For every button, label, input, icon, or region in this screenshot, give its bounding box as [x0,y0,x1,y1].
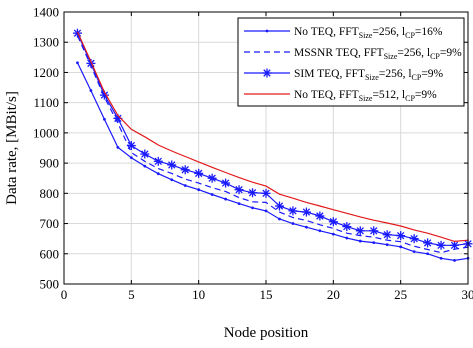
data-point-star [369,226,378,235]
data-point-star [356,226,365,235]
data-point [426,252,429,255]
data-point [238,202,241,205]
data-point-star [167,160,176,169]
data-point [386,243,389,246]
data-point [278,218,281,221]
legend: No TEQ, FFTSize=256, lCP=16%MSSNR TEQ, F… [238,18,464,106]
x-tick-label: 20 [327,287,340,302]
data-point [170,178,173,181]
data-point [305,226,308,229]
data-point [359,240,362,243]
y-tick-label: 1300 [33,35,59,50]
y-axis-label: Data rate, [MBit/s] [4,91,20,205]
data-point-star [288,206,297,215]
data-point-star [315,212,324,221]
data-point [211,193,214,196]
data-point-star [127,141,136,150]
data-point [413,250,416,253]
data-point [440,257,443,260]
x-axis-label: Node position [224,325,309,341]
data-point-star [181,165,190,174]
data-point [345,237,348,240]
y-tick-label: 600 [40,246,60,261]
data-point [130,156,133,159]
data-point [453,259,456,262]
data-point [116,146,119,149]
x-tick-label: 0 [61,287,68,302]
y-tick-label: 1100 [33,95,59,110]
legend-marker [266,30,269,33]
data-point-star [194,169,203,178]
data-point [197,188,200,191]
data-point [76,61,79,64]
data-point [292,222,295,225]
data-point-star [410,234,419,243]
data-point [184,184,187,187]
x-tick-label: 25 [394,287,407,302]
data-point-star [275,202,284,211]
y-tick-label: 1200 [33,65,59,80]
data-point-star [437,241,446,250]
y-tick-label: 1400 [33,5,59,20]
data-point-star [329,217,338,226]
data-point-star [383,230,392,239]
data-point-star [140,150,149,159]
y-tick-label: 800 [40,186,60,201]
data-point [372,241,375,244]
data-point-star [396,231,405,240]
x-tick-label: 5 [128,287,135,302]
data-point [318,229,321,232]
y-tick-label: 700 [40,216,60,231]
data-point [143,165,146,168]
data-point-star [423,238,432,247]
x-tick-label: 15 [260,287,273,302]
data-point-star [342,222,351,231]
data-point [265,209,268,212]
data-point-star [154,157,163,166]
y-tick-label: 500 [40,277,60,292]
data-point [399,245,402,248]
y-tick-label: 900 [40,156,60,171]
data-point [157,172,160,175]
data-point-star [263,69,272,78]
y-tick-label: 1000 [33,125,59,140]
data-point [103,118,106,121]
data-point [251,206,254,209]
data-point-star [302,208,311,217]
data-point-star [262,189,271,198]
data-point [332,233,335,236]
x-tick-label: 30 [462,287,473,302]
data-point [90,89,93,92]
x-tick-label: 10 [192,287,205,302]
data-point-star [450,241,459,250]
data-point-star [208,174,217,183]
data-point [224,198,227,201]
data-point-star [248,188,257,197]
data-point-star [221,179,230,188]
data-point-star [235,185,244,194]
